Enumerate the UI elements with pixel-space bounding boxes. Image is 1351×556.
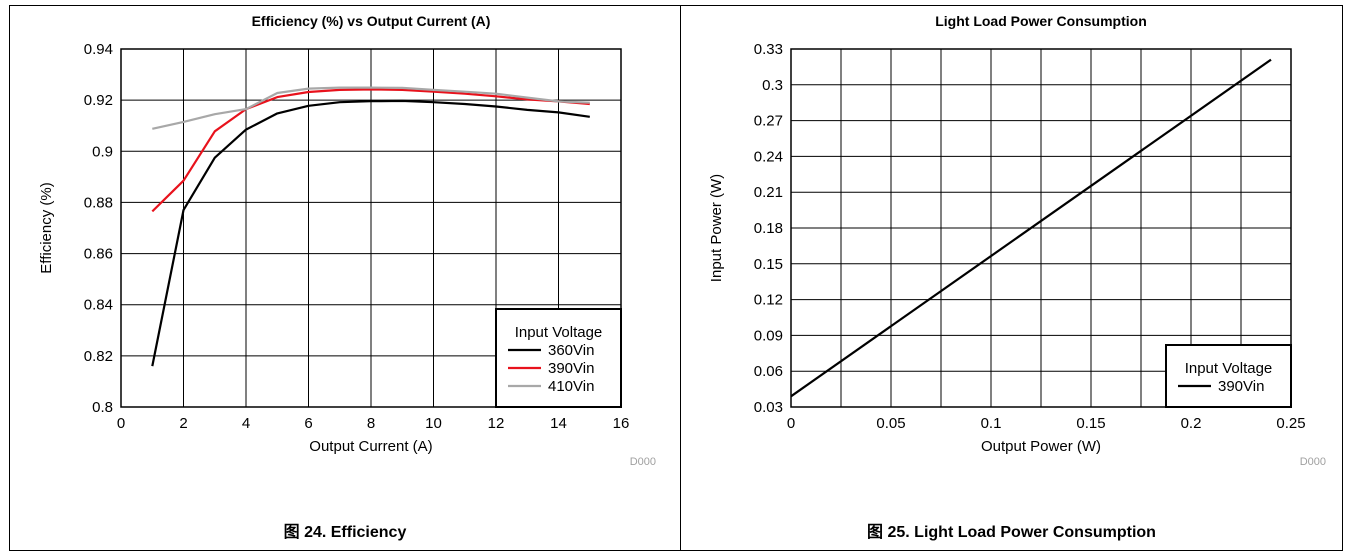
y-tick-label: 0.12 [754, 292, 783, 309]
y-tick-label: 0.8 [92, 399, 113, 416]
x-tick-label: 0.2 [1181, 415, 1202, 432]
x-tick-label: 2 [179, 415, 187, 432]
legend-label: 360Vin [548, 342, 594, 359]
legend-label: 390Vin [548, 360, 594, 377]
plot-area [120, 48, 622, 408]
x-tick-label: 0.15 [1076, 415, 1105, 432]
y-axis-label: Efficiency (%) [38, 182, 55, 273]
x-tick-label: 8 [367, 415, 375, 432]
x-tick-label: 0 [787, 415, 795, 432]
x-tick-label: 16 [613, 415, 630, 432]
y-tick-label: 0.92 [84, 92, 113, 109]
light-load-caption: 图 25. Light Load Power Consumption [867, 524, 1156, 541]
efficiency-caption: 图 24. Efficiency [283, 524, 407, 541]
y-tick-label: 0.03 [754, 399, 783, 416]
y-tick-label: 0.24 [754, 148, 783, 165]
y-tick-label: 0.21 [754, 184, 783, 201]
y-tick-label: 0.18 [754, 220, 783, 237]
efficiency-chart: Efficiency (%) vs Output Current (A) 0 2 4 6… [38, 13, 656, 468]
legend-title: Input Voltage [515, 324, 603, 341]
x-tick-label: 12 [488, 415, 505, 432]
y-tick-label: 0.86 [84, 246, 113, 263]
y-tick-label: 0.15 [754, 256, 783, 273]
legend-label: 390Vin [1218, 378, 1264, 395]
y-axis-label: Input Power (W) [708, 174, 725, 282]
x-tick-label: 4 [242, 415, 250, 432]
y-tick-label: 0.3 [762, 77, 783, 94]
efficiency-panel: Efficiency (%) vs Output Current (A) 0 2 4 6… [9, 5, 681, 551]
x-axis-label: Output Current (A) [309, 438, 432, 455]
light-load-panel: Light Load Power Consumption 0 0.05 0.1 0.15… [680, 5, 1343, 551]
series-line-410Vin [152, 86, 590, 130]
y-tick-label: 0.88 [84, 194, 113, 211]
x-tick-label: 0.25 [1276, 415, 1305, 432]
plot-area [790, 48, 1292, 408]
y-tick-label: 0.33 [754, 41, 783, 58]
legend-box [495, 308, 622, 408]
y-tick-label: 0.06 [754, 363, 783, 380]
legend-box [1165, 344, 1292, 408]
x-tick-label: 6 [304, 415, 312, 432]
chart-title: Efficiency (%) vs Output Current (A) [252, 13, 491, 29]
y-tick-label: 0.84 [84, 297, 113, 314]
figure-code: D000 [630, 456, 656, 468]
x-tick-label: 0 [117, 415, 125, 432]
light-load-chart: Light Load Power Consumption 0 0.05 0.1 0.15… [708, 13, 1326, 468]
legend-title: Input Voltage [1185, 360, 1273, 377]
series-line-360Vin [151, 99, 590, 367]
x-tick-label: 0.1 [981, 415, 1002, 432]
y-tick-label: 0.09 [754, 327, 783, 344]
y-tick-label: 0.27 [754, 113, 783, 130]
x-tick-label: 0.05 [876, 415, 905, 432]
y-tick-label: 0.94 [84, 41, 113, 58]
y-tick-label: 0.9 [92, 143, 113, 160]
series-line-390Vin [151, 88, 590, 213]
figure-code: D000 [1300, 456, 1326, 468]
legend-label: 410Vin [548, 378, 594, 395]
y-tick-label: 0.82 [84, 348, 113, 365]
x-tick-label: 10 [425, 415, 442, 432]
x-tick-label: 14 [550, 415, 567, 432]
chart-title: Light Load Power Consumption [935, 13, 1147, 29]
series-line-390Vin [790, 58, 1272, 398]
x-axis-label: Output Power (W) [981, 438, 1101, 455]
